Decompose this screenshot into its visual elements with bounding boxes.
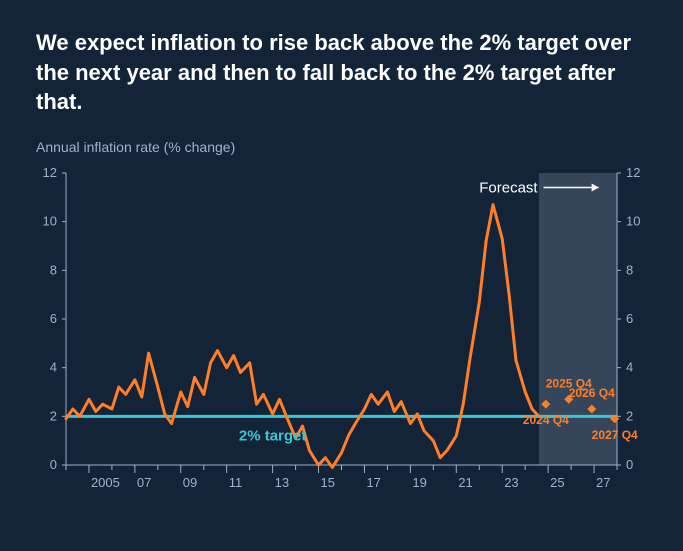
svg-text:13: 13 xyxy=(275,475,289,490)
svg-text:0: 0 xyxy=(50,457,57,472)
svg-text:0: 0 xyxy=(626,457,633,472)
page-title: We expect inflation to rise back above t… xyxy=(36,28,647,117)
svg-text:12: 12 xyxy=(43,165,57,180)
chart-card: We expect inflation to rise back above t… xyxy=(0,0,683,519)
svg-text:25: 25 xyxy=(550,475,564,490)
svg-text:09: 09 xyxy=(183,475,197,490)
svg-text:2005: 2005 xyxy=(91,475,120,490)
svg-text:8: 8 xyxy=(626,262,633,277)
svg-text:6: 6 xyxy=(50,311,57,326)
svg-text:19: 19 xyxy=(412,475,426,490)
svg-text:2% target: 2% target xyxy=(239,427,307,444)
svg-text:8: 8 xyxy=(50,262,57,277)
svg-text:2024 Q4: 2024 Q4 xyxy=(523,413,569,427)
svg-text:10: 10 xyxy=(626,214,640,229)
svg-text:2026 Q4: 2026 Q4 xyxy=(569,386,615,400)
svg-text:23: 23 xyxy=(504,475,518,490)
svg-text:4: 4 xyxy=(50,360,57,375)
inflation-chart: 0 0 2 2 4 4 6 6 8 8 10 10 12 12 2005 07 09 11 13 15 17 19 21 23… xyxy=(36,159,647,499)
svg-text:21: 21 xyxy=(458,475,472,490)
svg-text:2: 2 xyxy=(50,408,57,423)
svg-text:2027 Q4: 2027 Q4 xyxy=(592,428,638,442)
svg-text:27: 27 xyxy=(596,475,610,490)
chart-subtitle: Annual inflation rate (% change) xyxy=(36,139,647,155)
svg-text:07: 07 xyxy=(137,475,151,490)
svg-text:2: 2 xyxy=(626,408,633,423)
svg-text:10: 10 xyxy=(43,214,57,229)
svg-text:17: 17 xyxy=(366,475,380,490)
svg-text:15: 15 xyxy=(321,475,335,490)
svg-text:12: 12 xyxy=(626,165,640,180)
svg-text:4: 4 xyxy=(626,360,633,375)
svg-text:Forecast: Forecast xyxy=(479,180,538,197)
svg-text:11: 11 xyxy=(229,475,243,490)
svg-text:6: 6 xyxy=(626,311,633,326)
